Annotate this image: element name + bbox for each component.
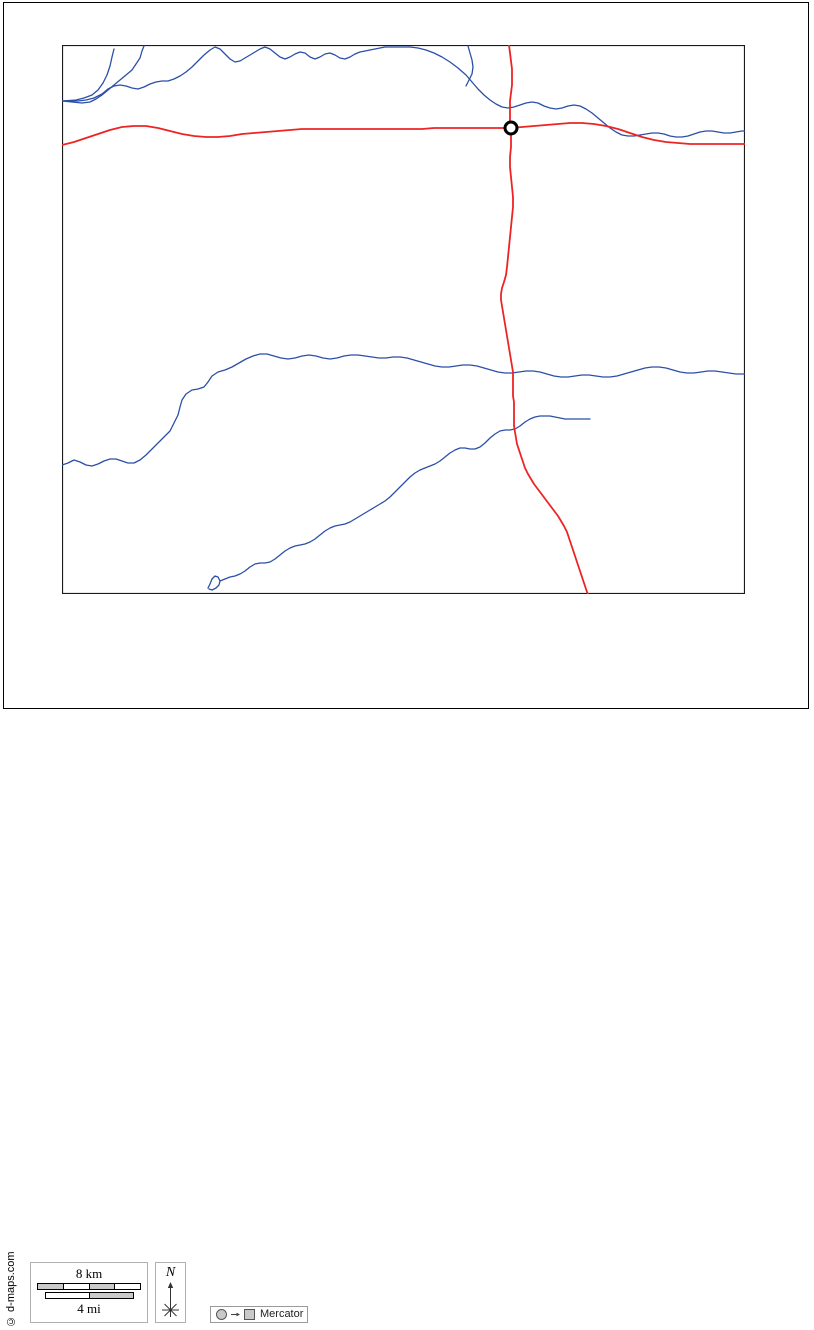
river-middle — [62, 353, 745, 467]
map-canvas[interactable] — [62, 45, 745, 594]
river-north — [62, 45, 145, 104]
scale-mi-seg-1 — [45, 1293, 90, 1298]
scale-km-seg-2 — [63, 1284, 90, 1289]
road-ew — [62, 125, 512, 146]
map-graphic[interactable] — [62, 45, 745, 594]
scale-bar-km — [37, 1283, 141, 1290]
scale-bar-mi — [44, 1292, 134, 1299]
arrow-right-icon — [231, 1312, 240, 1317]
road-ew-east — [510, 122, 745, 145]
river-south — [207, 415, 591, 591]
scale-mi-seg-2 — [89, 1293, 133, 1298]
projection-label: Mercator — [260, 1308, 304, 1320]
scale-km-label: 8 km — [75, 1266, 103, 1281]
city-marker[interactable] — [503, 120, 519, 136]
scale-km-seg-4 — [115, 1284, 140, 1289]
road-ns — [508, 45, 513, 129]
roads-layer — [62, 45, 745, 594]
compass-rose-icon — [162, 1282, 179, 1317]
projection-badge[interactable]: Mercator — [210, 1306, 309, 1323]
river-north-tributary — [465, 45, 474, 87]
road-ns-south — [500, 127, 589, 594]
river-north-main — [62, 46, 411, 102]
scale-km-seg-1 — [38, 1284, 64, 1289]
scale-km-seg-3 — [89, 1284, 116, 1289]
copyright-label: © d-maps.com — [5, 1251, 17, 1327]
rivers-layer — [62, 45, 745, 591]
legend-strip: © d-maps.com 8 km 4 mi N — [0, 622, 814, 1327]
scale-bar: 8 km 4 mi — [30, 1262, 148, 1323]
compass-rose: N — [155, 1262, 186, 1323]
map-square-icon — [244, 1309, 255, 1320]
compass-north-label: N — [165, 1265, 176, 1280]
scale-mi-label: 4 mi — [77, 1301, 101, 1316]
river-north-branch — [409, 46, 745, 138]
map-background — [62, 45, 745, 594]
county-boundary — [62, 45, 745, 594]
globe-circle-icon — [216, 1309, 227, 1320]
city-marker-circle[interactable] — [503, 120, 519, 136]
